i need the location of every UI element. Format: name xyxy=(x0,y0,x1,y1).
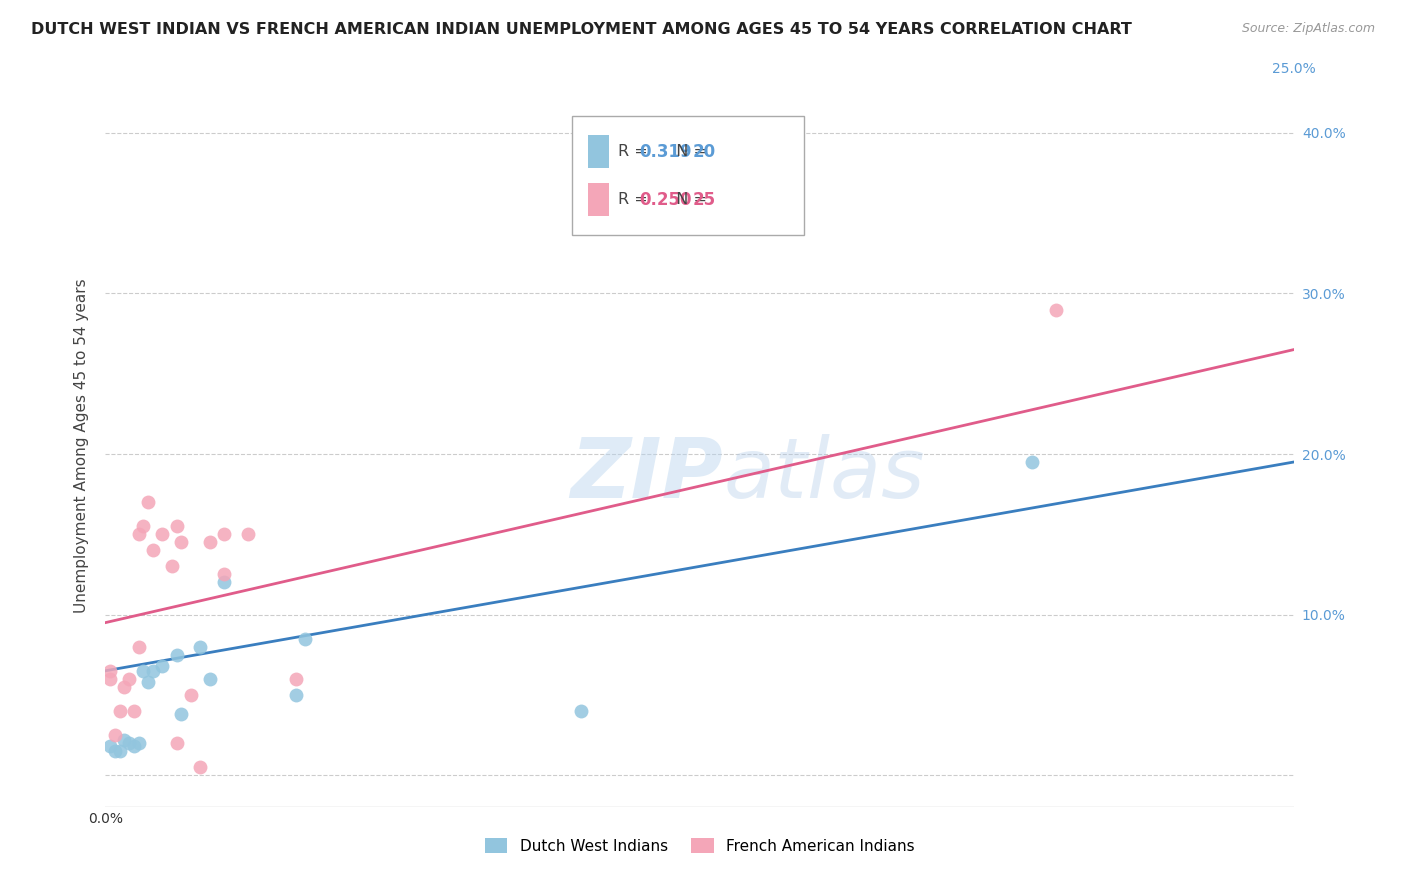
Point xyxy=(569,704,592,718)
Y-axis label: Unemployment Among Ages 45 to 54 years: Unemployment Among Ages 45 to 54 years xyxy=(75,278,90,614)
Point xyxy=(1045,302,1067,317)
Text: 20: 20 xyxy=(692,143,716,161)
Point xyxy=(142,664,165,678)
Point xyxy=(166,648,188,662)
Point xyxy=(128,736,150,750)
Text: Source: ZipAtlas.com: Source: ZipAtlas.com xyxy=(1241,22,1375,36)
Point xyxy=(294,632,316,646)
Point xyxy=(1021,455,1043,469)
Point xyxy=(136,495,159,509)
Point xyxy=(136,675,159,690)
Point xyxy=(214,527,236,541)
Point xyxy=(170,707,193,722)
Point xyxy=(170,535,193,549)
Text: 0.250: 0.250 xyxy=(638,191,692,209)
Text: 25: 25 xyxy=(692,191,716,209)
Point xyxy=(104,728,127,742)
Point xyxy=(152,659,174,673)
Point xyxy=(118,672,141,686)
Point xyxy=(142,543,165,558)
Text: R =: R = xyxy=(619,144,652,159)
Point xyxy=(114,732,136,747)
Text: DUTCH WEST INDIAN VS FRENCH AMERICAN INDIAN UNEMPLOYMENT AMONG AGES 45 TO 54 YEA: DUTCH WEST INDIAN VS FRENCH AMERICAN IND… xyxy=(31,22,1132,37)
Text: N =: N = xyxy=(666,193,713,208)
Point xyxy=(190,640,212,654)
Point xyxy=(98,672,121,686)
Text: R =: R = xyxy=(619,193,652,208)
Point xyxy=(108,704,131,718)
Text: 0.319: 0.319 xyxy=(638,143,692,161)
Point xyxy=(128,527,150,541)
Point xyxy=(98,739,121,754)
Point xyxy=(198,535,221,549)
Point xyxy=(122,704,145,718)
Text: atlas: atlas xyxy=(723,434,925,516)
Point xyxy=(214,575,236,590)
Point xyxy=(104,744,127,758)
Text: ZIP: ZIP xyxy=(571,434,723,516)
Point xyxy=(108,744,131,758)
Point xyxy=(132,664,155,678)
Point xyxy=(236,527,259,541)
Point xyxy=(114,680,136,694)
Point xyxy=(180,688,202,702)
Point xyxy=(284,672,307,686)
Point xyxy=(98,664,121,678)
Point xyxy=(160,559,183,574)
Point xyxy=(198,672,221,686)
Point xyxy=(152,527,174,541)
Point xyxy=(132,519,155,533)
Point xyxy=(284,688,307,702)
Legend: Dutch West Indians, French American Indians: Dutch West Indians, French American Indi… xyxy=(485,838,914,854)
Point xyxy=(214,567,236,582)
Point xyxy=(128,640,150,654)
Point xyxy=(118,736,141,750)
Point xyxy=(166,519,188,533)
Point xyxy=(122,739,145,754)
Text: N =: N = xyxy=(666,144,713,159)
Point xyxy=(190,760,212,774)
Point xyxy=(166,736,188,750)
